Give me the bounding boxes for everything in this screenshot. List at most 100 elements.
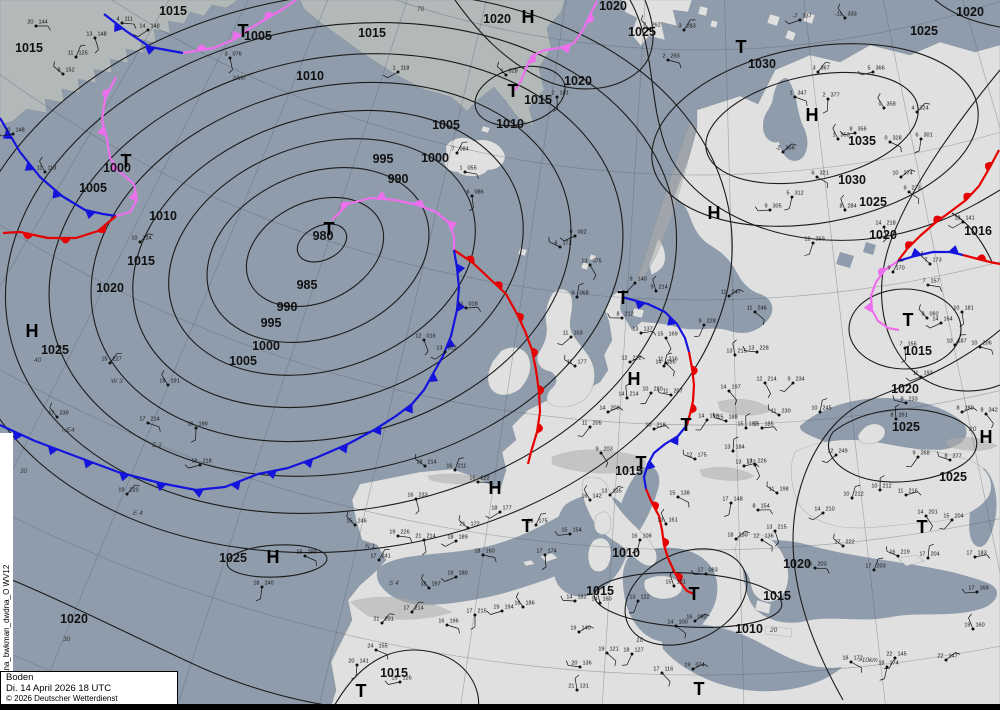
svg-text:13: 13 [601, 489, 607, 495]
svg-text:7: 7 [899, 342, 902, 348]
svg-text:9: 9 [595, 447, 598, 453]
svg-text:246: 246 [758, 306, 767, 312]
svg-text:196: 196 [450, 619, 459, 625]
svg-text:204: 204 [931, 552, 940, 558]
geo-shape [427, 473, 485, 485]
isobar-label: 1015 [586, 584, 614, 598]
svg-text:154: 154 [573, 528, 582, 534]
svg-text:11: 11 [567, 360, 573, 366]
svg-text:14: 14 [932, 317, 938, 323]
svg-text:3: 3 [812, 66, 815, 72]
svg-text:11: 11 [913, 371, 919, 377]
svg-text:21: 21 [459, 522, 465, 528]
svg-text:19: 19 [964, 623, 970, 629]
svg-text:4: 4 [911, 106, 914, 112]
svg-text:4: 4 [116, 17, 119, 23]
isobar-line [848, 288, 962, 370]
station-plot: 9 233 [892, 395, 918, 405]
station-plot: 8 280 [956, 406, 978, 414]
pressure-center-H: H [267, 547, 280, 567]
svg-text:201: 201 [929, 510, 938, 516]
svg-text:10: 10 [843, 492, 849, 498]
isobar-label: 1000 [421, 151, 449, 165]
svg-text:10: 10 [971, 341, 977, 347]
svg-text:193: 193 [924, 371, 933, 377]
svg-text:170: 170 [896, 266, 905, 272]
station-plot: 18 127 [621, 648, 644, 666]
pressure-center-T: T [694, 679, 705, 699]
svg-text:11: 11 [37, 166, 43, 172]
svg-text:17: 17 [466, 609, 472, 615]
station-plot: 16 142 [581, 485, 602, 502]
svg-text:101: 101 [677, 580, 686, 586]
pressure-center-T: T [238, 21, 249, 41]
svg-text:18: 18 [954, 216, 960, 222]
isobar-line [951, 212, 993, 263]
svg-text:367: 367 [821, 66, 830, 72]
station-plot: 15 289 [296, 550, 317, 566]
svg-text:13: 13 [726, 349, 732, 355]
svg-text:227: 227 [113, 357, 122, 363]
isobar-label: 1035 [848, 134, 876, 148]
meridian-line [317, 0, 487, 710]
svg-text:156: 156 [908, 342, 917, 348]
station-plot: 17 203 [865, 557, 886, 572]
station-plot: 22 147 [937, 652, 961, 662]
info-box: Boden Di. 14 April 2026 18 UTC © 2026 De… [0, 671, 178, 706]
svg-text:210: 210 [826, 507, 835, 513]
pressure-center-T: T [324, 219, 335, 239]
geo-shape [742, 540, 998, 623]
svg-text:181: 181 [965, 306, 974, 312]
svg-text:7: 7 [451, 147, 454, 153]
svg-text:19: 19 [598, 647, 604, 653]
station-plot: 10 212 [843, 484, 864, 500]
station-plot: 13 215 [766, 525, 787, 547]
pressure-center-H: H [489, 478, 502, 498]
isobar-label: 1020 [783, 557, 811, 571]
station-plot: -11 333 [835, 3, 857, 20]
station-plot: 16 211 [446, 457, 466, 472]
svg-text:214: 214 [768, 377, 777, 383]
svg-text:118: 118 [401, 66, 410, 72]
svg-text:18: 18 [474, 549, 480, 555]
svg-text:142: 142 [593, 494, 602, 500]
svg-text:157: 157 [931, 279, 940, 285]
svg-text:140: 140 [638, 277, 647, 283]
isobar-label: 1030 [838, 173, 866, 187]
map-annotation: S 4 [389, 580, 399, 587]
svg-text:188: 188 [729, 415, 738, 421]
svg-text:16: 16 [889, 550, 895, 556]
svg-text:160: 160 [486, 549, 495, 555]
svg-text:154: 154 [761, 504, 770, 510]
geo-shape [754, 599, 793, 638]
watermark-code: tka01_ana_bwkman_dwdna_O WV12 [0, 433, 13, 703]
pressure-center-H: H [806, 105, 819, 125]
svg-text:17: 17 [653, 667, 659, 673]
isobar-label: 1005 [432, 118, 460, 132]
station-plot: 8 152 [53, 61, 75, 76]
svg-text:17: 17 [403, 606, 409, 612]
svg-text:17: 17 [536, 549, 542, 555]
svg-text:155: 155 [379, 644, 388, 650]
svg-text:7: 7 [924, 258, 927, 264]
station-plot: 20 141 [348, 659, 369, 680]
isobar-line [792, 329, 1000, 701]
svg-text:2: 2 [662, 54, 665, 60]
station-plot: 13 137 [632, 327, 657, 336]
station-plot: 18 130 [727, 530, 750, 541]
svg-text:148: 148 [98, 32, 107, 38]
svg-text:206: 206 [983, 341, 992, 347]
svg-text:19: 19 [389, 530, 395, 536]
svg-text:204: 204 [955, 514, 964, 520]
station-plot: 12 175 [682, 449, 707, 461]
svg-text:16: 16 [514, 601, 520, 607]
svg-text:20: 20 [571, 661, 577, 667]
station-plot: 9 268 [906, 451, 930, 468]
geo-shape [551, 449, 646, 474]
svg-text:15: 15 [561, 528, 567, 534]
isobar-line [296, 223, 348, 263]
pressure-center-T: T [689, 584, 700, 604]
station-plot: 19 160 [964, 613, 985, 631]
svg-text:11: 11 [563, 331, 569, 337]
